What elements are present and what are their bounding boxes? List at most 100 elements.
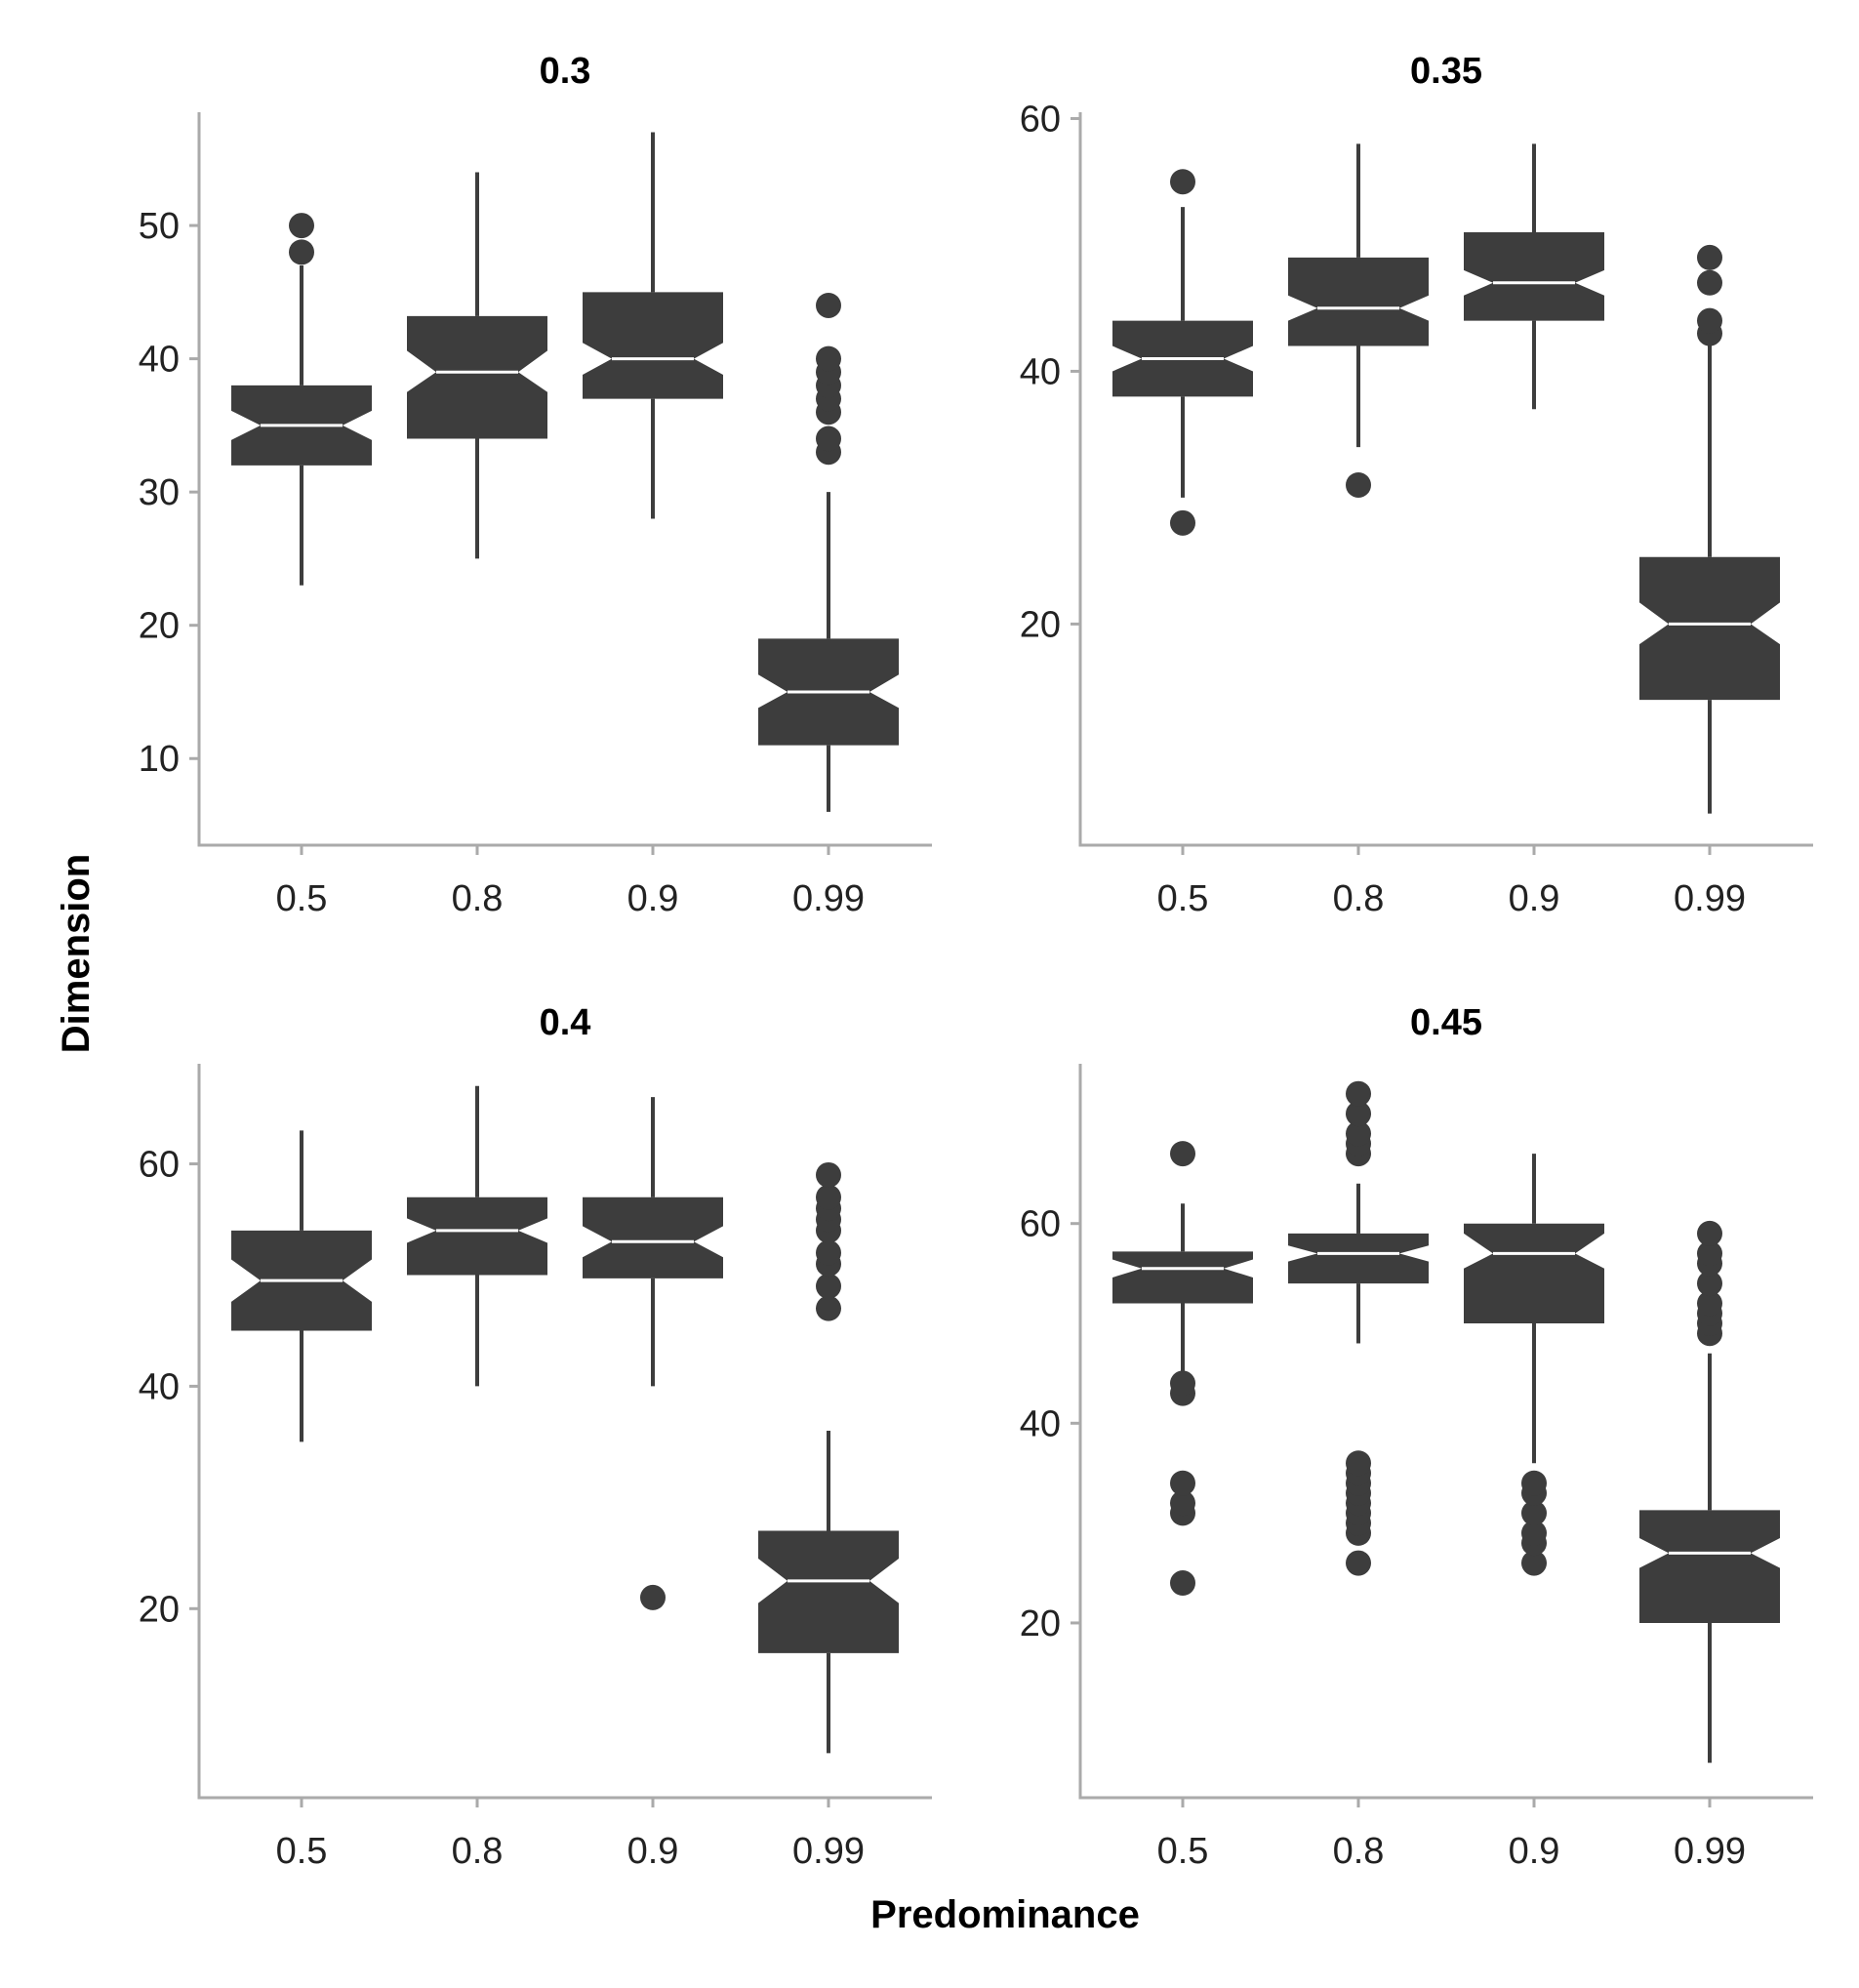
y-tick-label: 60 (1020, 99, 1061, 140)
y-tick-label: 50 (139, 206, 180, 247)
notched-box (1639, 1510, 1780, 1623)
x-tick-label: 0.5 (276, 1831, 328, 1872)
notched-box (407, 1197, 547, 1276)
notched-box (1288, 1233, 1429, 1284)
outlier-point (1170, 1490, 1195, 1517)
y-tick-label: 20 (1020, 1603, 1061, 1644)
axis-lines (197, 112, 932, 847)
x-tick-label: 0.99 (1674, 1831, 1746, 1872)
outlier-point (1697, 244, 1722, 270)
notched-box (407, 315, 547, 439)
outlier-point (1346, 1450, 1371, 1477)
box-0-5 (231, 213, 372, 586)
outlier-point (1346, 1101, 1371, 1127)
outlier-point (1346, 1120, 1371, 1147)
box-0-99 (758, 292, 899, 812)
notched-box (1464, 232, 1604, 321)
y-tick-label: 40 (1020, 351, 1061, 392)
outlier-point (816, 292, 841, 318)
box-0-8 (1288, 143, 1429, 498)
x-tick-label: 0.9 (1509, 878, 1560, 919)
box-0-8 (407, 172, 547, 559)
box-0-99 (1639, 244, 1780, 814)
outlier-point (816, 1184, 841, 1210)
outlier-point (289, 213, 314, 239)
outlier-point (816, 1295, 841, 1321)
box-0-9 (583, 132, 723, 519)
outlier-point (1170, 509, 1195, 536)
y-tick-label: 40 (1020, 1403, 1061, 1444)
panel-title: 0.45 (1410, 1002, 1482, 1043)
x-tick-label: 0.5 (1157, 878, 1209, 919)
x-tick-label: 0.8 (452, 878, 504, 919)
outlier-point (1697, 1271, 1722, 1297)
outlier-point (1697, 307, 1722, 334)
notched-box (583, 292, 723, 399)
box-0-8 (407, 1085, 547, 1387)
box-0-5 (1112, 1141, 1253, 1597)
outlier-point (1521, 1500, 1547, 1526)
y-tick-label: 40 (139, 340, 180, 381)
outlier-point (1170, 1370, 1195, 1397)
x-tick-label: 0.5 (276, 878, 328, 919)
panel-0-3: 0.3 10 20 30 40 50 0.5 0.8 0.9 0.99 (139, 51, 932, 919)
x-axis-title: Predominance (870, 1893, 1140, 1936)
x-tick-label: 0.9 (1509, 1831, 1560, 1872)
y-tick-label: 20 (139, 606, 180, 647)
box-0-9 (1464, 143, 1604, 410)
notched-box (1112, 1251, 1253, 1304)
box-0-8 (1288, 1080, 1429, 1576)
notched-box (583, 1197, 723, 1278)
outlier-point (1170, 1141, 1195, 1167)
box-0-9 (583, 1097, 723, 1610)
box-0-99 (1639, 1220, 1780, 1764)
outlier-point (1346, 1080, 1371, 1107)
notched-box (1464, 1223, 1604, 1324)
notched-box (1639, 556, 1780, 701)
x-tick-label: 0.8 (1333, 1831, 1385, 1872)
y-tick-label: 30 (139, 472, 180, 513)
axis-lines (197, 1064, 932, 1800)
y-tick-label: 10 (139, 739, 180, 780)
x-tick-label: 0.9 (627, 1831, 679, 1872)
outlier-point (816, 1239, 841, 1266)
outlier-point (1697, 1220, 1722, 1246)
y-tick-label: 40 (139, 1366, 180, 1407)
x-tick-label: 0.99 (792, 1831, 865, 1872)
outlier-point (1346, 471, 1371, 498)
outlier-point (1170, 169, 1195, 195)
box-0-5 (1112, 169, 1253, 536)
outlier-point (289, 239, 314, 265)
y-tick-label: 60 (1020, 1204, 1061, 1245)
outlier-point (1346, 1550, 1371, 1576)
axis-lines (1078, 1064, 1813, 1800)
notched-box (1288, 257, 1429, 346)
y-tick-label: 20 (1020, 604, 1061, 645)
outlier-point (1521, 1470, 1547, 1496)
panel-title: 0.3 (540, 51, 591, 92)
y-tick-label: 20 (139, 1589, 180, 1630)
x-tick-label: 0.5 (1157, 1831, 1209, 1872)
outlier-point (816, 1273, 841, 1299)
outlier-point (816, 345, 841, 372)
x-tick-label: 0.8 (452, 1831, 504, 1872)
x-tick-label: 0.8 (1333, 878, 1385, 919)
panel-title: 0.35 (1410, 51, 1482, 92)
panel-0-35: 0.35 20 40 60 0.5 0.8 0.9 0.99 (1020, 51, 1813, 919)
x-tick-label: 0.9 (627, 878, 679, 919)
panel-0-45: 0.45 20 40 60 0.5 0.8 0.9 0.99 (1020, 1002, 1813, 1872)
outlier-point (1697, 1290, 1722, 1317)
outlier-point (640, 1584, 666, 1610)
outlier-point (1521, 1520, 1547, 1546)
outlier-point (1170, 1470, 1195, 1496)
outlier-point (1170, 1570, 1195, 1597)
outlier-point (1521, 1550, 1547, 1576)
box-0-5 (231, 1130, 372, 1442)
y-axis-title: Dimension (55, 854, 98, 1053)
panel-0-4: 0.4 20 40 60 0.5 0.8 0.9 0.99 (139, 1002, 932, 1872)
notched-box (758, 1530, 899, 1653)
outlier-point (816, 1161, 841, 1188)
box-0-9 (1464, 1154, 1604, 1576)
outlier-point (1697, 269, 1722, 296)
